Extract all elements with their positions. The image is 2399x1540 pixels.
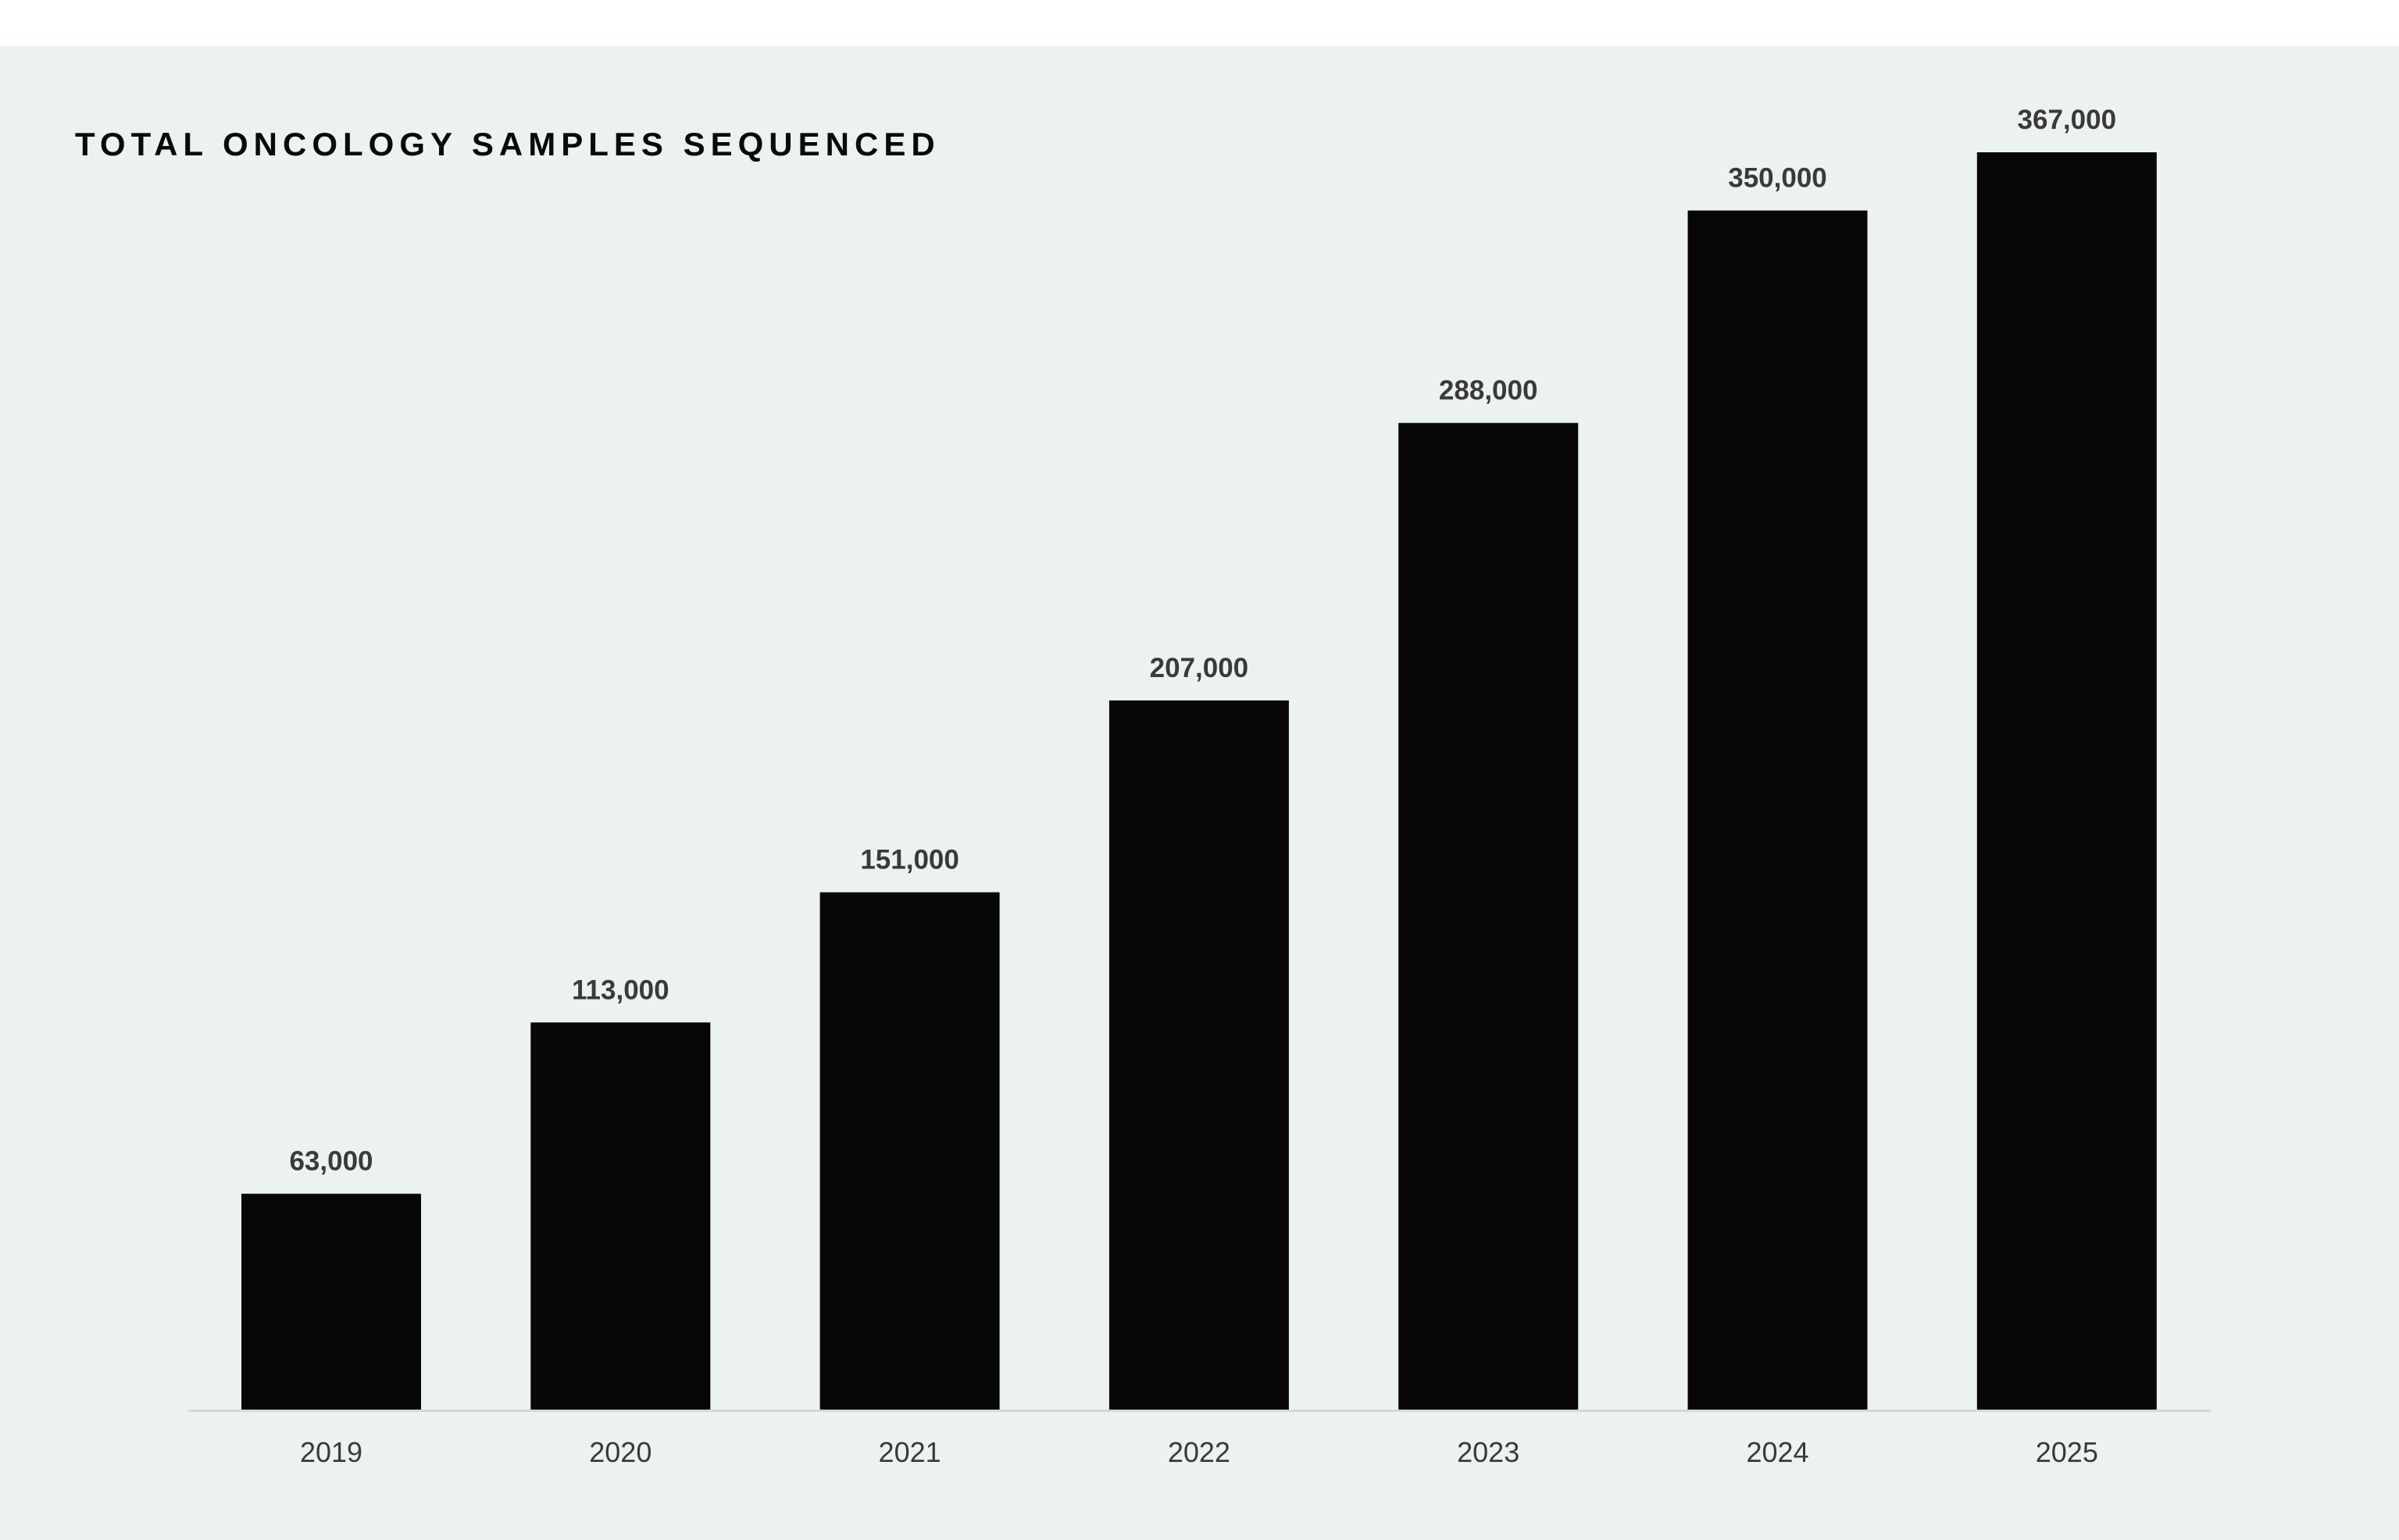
data-label-2021: 151,000	[860, 845, 959, 875]
data-label-2024: 350,000	[1728, 163, 1827, 194]
x-tick-label-2022: 2022	[1168, 1436, 1230, 1468]
bar-2019	[241, 1193, 421, 1410]
data-label-2020: 113,000	[572, 975, 669, 1005]
x-tick-labels-group: 2019 2020 2021 2022 2023 2024 2025	[300, 1436, 2098, 1468]
bar-chart: 63,000 113,000 151,000 207,000 288,000 350,00…	[187, 105, 2211, 1468]
x-tick-label-2024: 2024	[1746, 1436, 1808, 1468]
data-label-2022: 207,000	[1150, 653, 1249, 683]
bar-2024	[1687, 210, 1868, 1410]
bar-2022	[1108, 700, 1289, 1410]
chart-title: TOTAL ONCOLOGY SAMPLES SEQUENCED	[75, 126, 941, 162]
x-tick-label-2023: 2023	[1457, 1436, 1519, 1468]
bars-group	[241, 152, 2157, 1410]
x-tick-label-2025: 2025	[2036, 1436, 2098, 1468]
chart-panel: TOTAL ONCOLOGY SAMPLES SEQUENCED 63,000 1…	[0, 46, 2399, 1540]
data-labels-group: 63,000 113,000 151,000 207,000 288,000 350,00…	[289, 105, 2116, 1177]
bar-2020	[530, 1022, 711, 1410]
x-tick-label-2019: 2019	[300, 1436, 362, 1468]
data-label-2025: 367,000	[2018, 105, 2117, 135]
bar-2021	[819, 892, 1000, 1410]
data-label-2019: 63,000	[289, 1146, 373, 1177]
x-tick-label-2021: 2021	[879, 1436, 941, 1468]
bar-2025	[1976, 152, 2157, 1410]
bar-2023	[1398, 422, 1579, 1410]
x-tick-label-2020: 2020	[589, 1436, 652, 1468]
data-label-2023: 288,000	[1439, 376, 1538, 406]
